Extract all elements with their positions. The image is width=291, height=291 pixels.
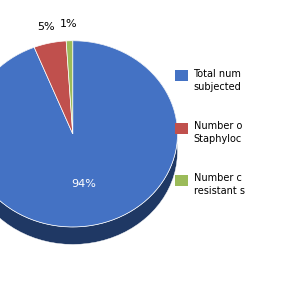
Text: 1%: 1% bbox=[60, 19, 78, 29]
Text: resistant s: resistant s bbox=[194, 187, 244, 196]
Bar bbox=[175, 123, 188, 134]
Text: Number o: Number o bbox=[194, 121, 242, 131]
Text: subjected: subjected bbox=[194, 82, 241, 92]
Text: Staphyloc: Staphyloc bbox=[194, 134, 242, 144]
Bar bbox=[175, 70, 188, 81]
Polygon shape bbox=[0, 41, 178, 244]
PathPatch shape bbox=[34, 41, 73, 134]
PathPatch shape bbox=[66, 41, 73, 134]
PathPatch shape bbox=[0, 41, 178, 227]
Bar bbox=[175, 175, 188, 186]
Text: 94%: 94% bbox=[71, 179, 96, 189]
Text: Total num: Total num bbox=[194, 69, 242, 79]
Text: 5%: 5% bbox=[37, 22, 55, 32]
Text: Number c: Number c bbox=[194, 173, 242, 183]
